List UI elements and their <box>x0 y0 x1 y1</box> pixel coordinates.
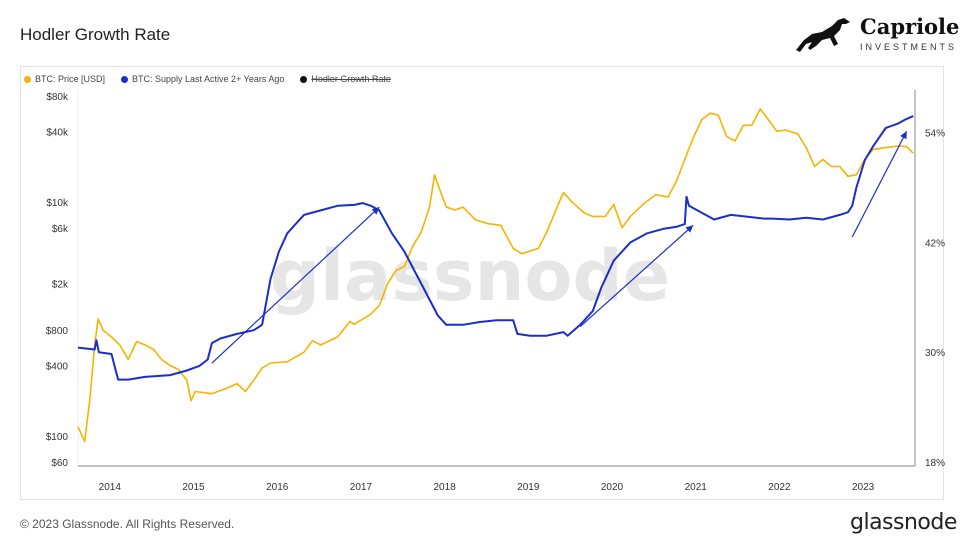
glassnode-logo: glassnode <box>850 510 957 535</box>
left-tick-label: $2k <box>52 280 69 291</box>
left-axis-ticks: $80k $40k $10k $6k $2k $800 $400 $100 $60 <box>46 92 69 469</box>
trend-arrow-2 <box>579 224 694 328</box>
right-tick-label: 42% <box>925 238 945 249</box>
page-title: Hodler Growth Rate <box>20 25 171 44</box>
brand-name: Capriole <box>860 14 960 39</box>
legend-label-supply: BTC: Supply Last Active 2+ Years Ago <box>132 74 285 84</box>
left-tick-label: $400 <box>46 362 69 373</box>
right-tick-label: 18% <box>925 458 945 469</box>
x-tick-label: 2020 <box>601 482 624 493</box>
legend-label-price: BTC: Price [USD] <box>35 74 106 84</box>
trend-arrow-1 <box>211 206 380 364</box>
x-tick-label: 2022 <box>768 482 791 493</box>
legend-dot-price <box>24 75 31 83</box>
x-tick-label: 2018 <box>433 482 456 493</box>
legend-label-hodler: Hodler Growth Rate <box>311 74 391 84</box>
watermark: glassnode <box>270 235 670 317</box>
left-tick-label: $60 <box>51 458 68 469</box>
trend-arrow-3 <box>851 130 908 238</box>
right-axis-ticks: 54% 42% 30% 18% <box>925 129 945 469</box>
chart-legend: BTC: Price [USD] BTC: Supply Last Active… <box>24 74 391 84</box>
legend-item-hodler[interactable]: Hodler Growth Rate <box>300 74 391 84</box>
x-tick-label: 2015 <box>182 482 205 493</box>
supply-series-line <box>77 115 914 381</box>
x-tick-label: 2021 <box>685 482 708 493</box>
left-tick-label: $100 <box>46 432 69 443</box>
right-tick-label: 54% <box>925 129 945 140</box>
x-tick-label: 2017 <box>350 482 373 493</box>
legend-dot-supply <box>121 75 129 83</box>
price-series-line <box>77 108 914 443</box>
series-layer <box>77 108 914 443</box>
legend-dot-hodler <box>300 75 308 83</box>
x-tick-label: 2014 <box>99 482 122 493</box>
left-tick-label: $800 <box>46 326 69 337</box>
brand-subtitle: INVESTMENTS <box>860 42 958 52</box>
x-tick-label: 2016 <box>266 482 289 493</box>
annotation-layer <box>211 130 908 364</box>
horse-icon <box>796 18 850 52</box>
right-tick-label: 30% <box>925 348 945 359</box>
x-tick-label: 2019 <box>517 482 540 493</box>
legend-item-price[interactable]: BTC: Price [USD] <box>24 74 105 84</box>
left-tick-label: $10k <box>46 198 69 209</box>
capriole-logo: Capriole INVESTMENTS <box>790 14 960 56</box>
chart-frame <box>20 66 944 500</box>
x-tick-label: 2023 <box>852 482 875 493</box>
left-tick-label: $6k <box>52 224 69 235</box>
copyright: © 2023 Glassnode. All Rights Reserved. <box>20 517 235 531</box>
legend-item-supply[interactable]: BTC: Supply Last Active 2+ Years Ago <box>121 74 284 84</box>
left-tick-label: $80k <box>46 92 69 103</box>
left-tick-label: $40k <box>46 127 69 138</box>
x-axis-ticks: 2014 2015 2016 2017 2018 2019 2020 2021 2022 2023 <box>99 482 875 493</box>
